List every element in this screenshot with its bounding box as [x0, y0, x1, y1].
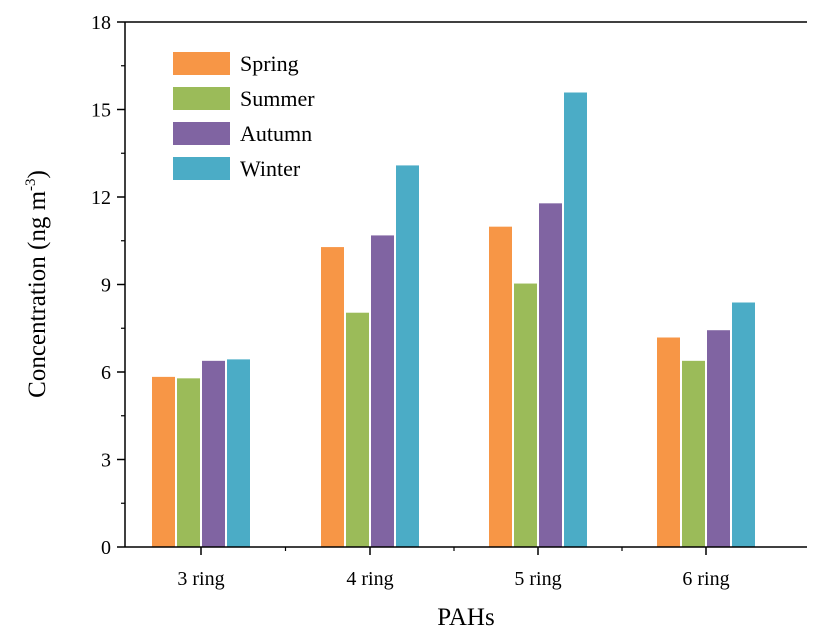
y-tick-label: 6 — [101, 362, 111, 384]
y-tick-label: 0 — [101, 537, 111, 559]
legend-swatch-summer — [173, 87, 230, 110]
bar-autumn-6-ring — [706, 329, 731, 548]
legend-swatch-winter — [173, 157, 230, 180]
bar-winter-4-ring — [395, 164, 420, 548]
y-tick-label: 18 — [91, 12, 111, 34]
x-tick-label: 4 ring — [346, 568, 393, 590]
x-tick-label: 5 ring — [514, 568, 561, 590]
bar-autumn-4-ring — [370, 234, 395, 548]
bar-spring-5-ring — [488, 225, 513, 548]
legend-swatch-autumn — [173, 122, 230, 145]
y-axis-title-close: ) — [24, 170, 51, 178]
bar-summer-3-ring — [176, 377, 201, 548]
legend-label-autumn: Autumn — [240, 121, 312, 146]
bar-spring-6-ring — [656, 336, 681, 548]
bar-spring-4-ring — [320, 246, 345, 548]
legend-label-summer: Summer — [240, 86, 315, 111]
y-axis-title-main: Concentration (ng m — [24, 190, 51, 397]
bar-summer-4-ring — [345, 311, 370, 548]
y-ticks-group: 0 3 6 9 12 15 18 — [91, 12, 125, 559]
bar-winter-3-ring — [226, 358, 251, 548]
bar-winter-5-ring — [563, 91, 588, 548]
x-ticks-group: 3 ring 4 ring 5 ring 6 ring — [177, 547, 730, 590]
y-tick-label: 15 — [91, 100, 111, 122]
x-tick-label: 3 ring — [177, 568, 224, 590]
bar-autumn-3-ring — [201, 359, 226, 548]
y-axis-title-superscript: -3 — [23, 178, 39, 191]
x-axis-title: PAHs — [437, 604, 494, 631]
bar-winter-6-ring — [731, 301, 756, 548]
bar-autumn-5-ring — [538, 202, 563, 548]
legend-label-winter: Winter — [240, 156, 301, 181]
bars-group — [151, 91, 756, 548]
bar-summer-5-ring — [513, 282, 538, 548]
y-tick-label: 9 — [101, 275, 111, 297]
y-axis-title: Concentration (ng m-3) — [23, 170, 51, 398]
legend-swatch-spring — [173, 52, 230, 75]
bar-summer-6-ring — [681, 359, 706, 548]
legend: Spring Summer Autumn Winter — [173, 51, 315, 181]
y-tick-label: 3 — [101, 450, 111, 472]
x-tick-label: 6 ring — [682, 568, 729, 590]
bar-spring-3-ring — [151, 375, 176, 548]
y-tick-label: 12 — [91, 187, 111, 209]
legend-label-spring: Spring — [240, 51, 299, 76]
